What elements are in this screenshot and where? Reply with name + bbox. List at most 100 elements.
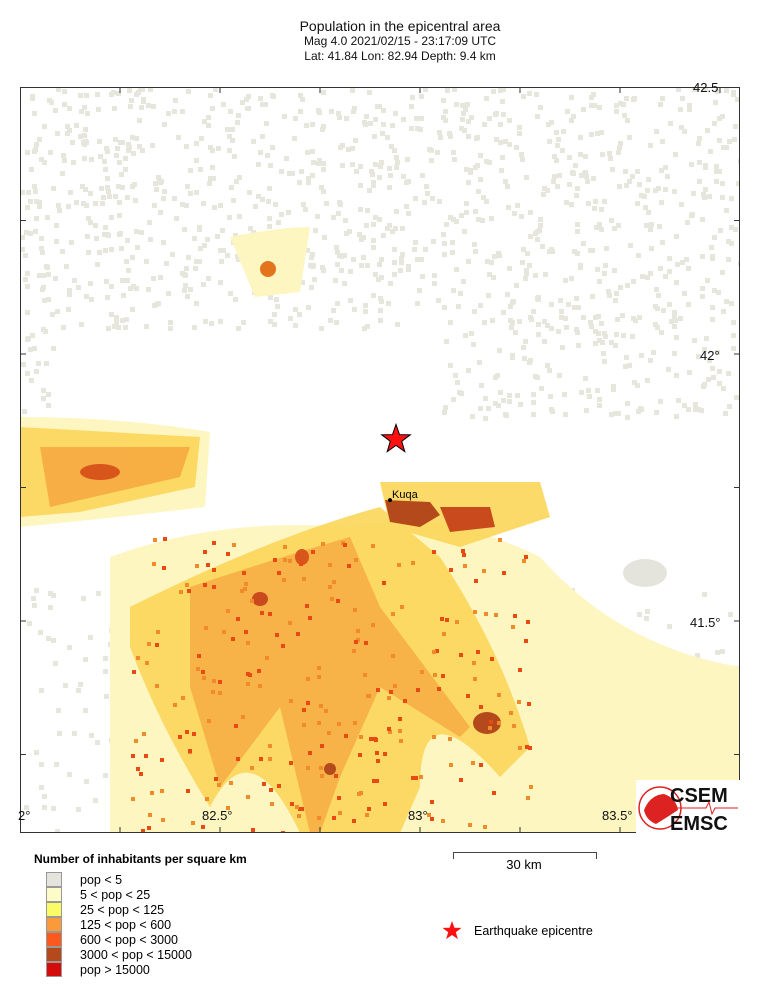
population-cell (242, 571, 246, 575)
sparse-cell (29, 378, 34, 383)
sparse-cell (476, 217, 481, 222)
sparse-cell (450, 250, 455, 255)
sparse-cell (218, 280, 223, 285)
sparse-cell (535, 229, 540, 234)
sparse-cell (720, 649, 725, 654)
x-tick: 83° (408, 808, 428, 823)
sparse-cell (508, 304, 513, 309)
sparse-cell (379, 275, 384, 280)
sparse-cell (377, 262, 382, 267)
sparse-cell (240, 100, 245, 105)
sparse-cell (715, 350, 720, 355)
sparse-cell (365, 324, 370, 329)
sparse-cell (441, 232, 446, 237)
sparse-cell (153, 181, 158, 186)
x-tick: 2° (18, 808, 31, 823)
sparse-cell (125, 238, 130, 243)
sparse-cell (65, 131, 70, 136)
sparse-cell (103, 773, 108, 778)
sparse-cell (357, 232, 362, 237)
sparse-cell (574, 327, 579, 332)
sparse-cell (28, 199, 33, 204)
population-cell (297, 814, 301, 818)
sparse-cell (507, 266, 512, 271)
sparse-cell (43, 329, 48, 334)
sparse-cell (401, 117, 406, 122)
sparse-cell (25, 337, 30, 342)
sparse-cell (102, 159, 107, 164)
sparse-cell (310, 122, 315, 127)
sparse-cell (67, 645, 72, 650)
sparse-cell (579, 173, 584, 178)
sparse-cell (298, 109, 303, 114)
sparse-cell (207, 181, 212, 186)
sparse-cell (46, 297, 51, 302)
sparse-cell (496, 403, 501, 408)
sparse-cell (420, 274, 425, 279)
sparse-cell (651, 350, 656, 355)
sparse-cell (44, 361, 49, 366)
sparse-cell (648, 227, 653, 232)
sparse-cell (33, 229, 38, 234)
population-cell (320, 744, 324, 748)
sparse-cell (695, 653, 700, 658)
sparse-cell (717, 138, 722, 143)
sparse-cell (603, 334, 608, 339)
population-cell (201, 825, 205, 829)
population-cell (207, 719, 211, 723)
population-cell (156, 630, 160, 634)
sparse-cell (168, 320, 173, 325)
population-cell (308, 751, 312, 755)
sparse-cell (125, 195, 130, 200)
sparse-cell (656, 186, 661, 191)
population-cell (240, 589, 244, 593)
sparse-cell (394, 209, 399, 214)
sparse-cell (535, 114, 540, 119)
population-cell (243, 587, 247, 591)
sparse-cell (64, 264, 69, 269)
sparse-cell (610, 167, 615, 172)
sparse-cell (348, 269, 353, 274)
sparse-cell (575, 330, 580, 335)
sparse-cell (306, 305, 311, 310)
population-cell (526, 620, 530, 624)
sparse-cell (63, 683, 68, 688)
sparse-cell (354, 169, 359, 174)
legend-swatch (46, 932, 62, 947)
sparse-cell (140, 148, 145, 153)
sparse-cell (86, 216, 91, 221)
sparse-cell (643, 205, 648, 210)
sparse-cell (172, 109, 177, 114)
sparse-cell (286, 210, 291, 215)
sparse-cell (419, 94, 424, 99)
sparse-cell (83, 187, 88, 192)
sparse-cell (665, 174, 670, 179)
sparse-cell (359, 263, 364, 268)
sparse-cell (466, 368, 471, 373)
sparse-cell (676, 87, 681, 92)
sparse-cell (432, 281, 437, 286)
population-cell (332, 816, 336, 820)
population-cell (244, 582, 248, 586)
population-cell (435, 649, 439, 653)
sparse-cell (57, 731, 62, 736)
sparse-cell (118, 140, 123, 145)
sparse-cell (134, 229, 139, 234)
sparse-cell (362, 326, 367, 331)
sparse-cell (705, 278, 710, 283)
sparse-cell (365, 263, 370, 268)
population-cell (155, 643, 159, 647)
sparse-cell (297, 180, 302, 185)
sparse-cell (74, 200, 79, 205)
sparse-cell (469, 115, 474, 120)
sparse-cell (715, 89, 720, 94)
population-cell (471, 761, 475, 765)
sparse-cell (265, 153, 270, 158)
population-cell (474, 579, 478, 583)
sparse-cell (471, 342, 476, 347)
population-cell (459, 653, 463, 657)
population-cell (383, 752, 387, 756)
population-cell (259, 757, 263, 761)
sparse-cell (429, 158, 434, 163)
sparse-cell (89, 157, 94, 162)
